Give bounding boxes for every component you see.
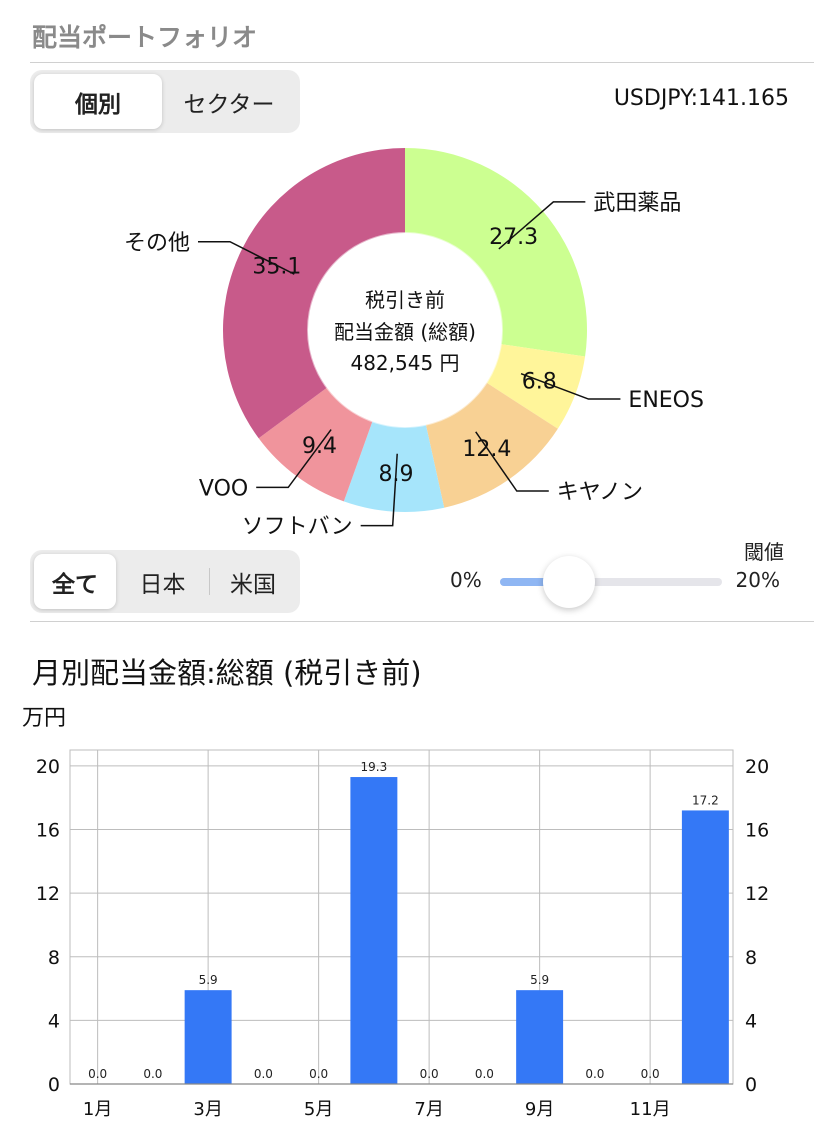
y-tick-label-right: 0 xyxy=(745,1074,757,1096)
bar-value-label: 0.0 xyxy=(475,1067,494,1081)
donut-hole xyxy=(316,241,494,419)
slice-softbank[interactable] xyxy=(343,421,445,512)
category-label-takeda: 武田薬品 xyxy=(593,191,681,216)
threshold-label: 閾値 xyxy=(744,540,784,564)
y-tick-label-right: 20 xyxy=(745,756,769,778)
divider xyxy=(30,621,814,622)
y-tick-label-left: 16 xyxy=(36,820,60,842)
bar-value-label: 0.0 xyxy=(641,1067,660,1081)
category-label-voo: VOO xyxy=(199,476,248,501)
slice-label-canon: 12.4 xyxy=(462,437,511,462)
y-tick-label-right: 16 xyxy=(745,820,769,842)
monthly-dividend-bar-chart: 0 0 4 4 8 8 12 12 16 16 20 20 1月 3月 5月 7月 9月 11月 0.0 0.0 5.9… xyxy=(36,749,769,1120)
threshold-control: 閾値 0% 20% xyxy=(440,536,800,616)
plot-area xyxy=(69,749,734,1085)
y-tick-label-right: 12 xyxy=(745,883,769,905)
y-tick-label-left: 4 xyxy=(48,1010,60,1032)
threshold-slider[interactable] xyxy=(500,556,722,608)
section-title: 配当ポートフォリオ xyxy=(32,23,258,52)
slice-canon[interactable] xyxy=(425,382,558,508)
slice-takeda[interactable] xyxy=(405,148,587,357)
leader-line xyxy=(256,429,332,489)
leader-line xyxy=(498,201,586,250)
bar-value-label: 5.9 xyxy=(199,973,218,987)
y-tick-label-left: 0 xyxy=(48,1074,60,1096)
slice-label-takeda: 27.3 xyxy=(489,225,538,250)
category-label-canon: キヤノン xyxy=(557,480,643,505)
threshold-slider-fill xyxy=(500,578,569,586)
slice-voo[interactable] xyxy=(258,387,373,502)
leader-line xyxy=(475,431,549,492)
y-tick-label-right: 8 xyxy=(745,947,757,969)
slice-label-voo: 9.4 xyxy=(302,434,337,459)
donut-center-subcaption: 配当金額 (総額) xyxy=(334,320,476,344)
exchange-rate: USDJPY:141.165 xyxy=(613,86,789,111)
x-tick-label: 11月 xyxy=(630,1099,671,1120)
segment-separator xyxy=(209,567,210,596)
y-tick-label-left: 20 xyxy=(36,756,60,778)
leader-line xyxy=(197,241,295,275)
bar-value-label: 19.3 xyxy=(361,760,388,774)
view-tab-sector[interactable]: セクター xyxy=(183,91,275,118)
divider xyxy=(30,62,814,63)
slice-label-other: 35.1 xyxy=(252,254,301,279)
leader-line xyxy=(360,453,398,527)
y-tick-label-left: 12 xyxy=(36,883,60,905)
x-tick-label: 3月 xyxy=(193,1099,222,1120)
donut-center-caption: 税引き前 xyxy=(365,288,445,312)
bar-value-label: 5.9 xyxy=(530,973,549,987)
bar-value-label: 0.0 xyxy=(88,1067,107,1081)
donut-inner-ring xyxy=(307,232,503,428)
slice-eneos[interactable] xyxy=(486,344,586,429)
category-label-softbank: ソフトバン xyxy=(242,515,353,540)
bar[interactable] xyxy=(350,777,398,1084)
threshold-max-label: 20% xyxy=(735,568,780,592)
region-filter: 全て 日本 米国 xyxy=(30,550,300,613)
slice-label-eneos: 6.8 xyxy=(522,370,557,395)
bar-value-label: 17.2 xyxy=(692,793,719,807)
bar-chart-title: 月別配当金額:総額 (税引き前) xyxy=(32,656,422,690)
bar-value-label: 0.0 xyxy=(420,1067,439,1081)
bar-value-label: 0.0 xyxy=(143,1067,162,1081)
threshold-min-label: 0% xyxy=(450,568,482,592)
y-axis-unit: 万円 xyxy=(22,706,67,731)
region-tab-all[interactable]: 全て xyxy=(34,554,116,609)
bar-value-label: 0.0 xyxy=(309,1067,328,1081)
donut-center-total: 482,545 円 xyxy=(350,351,459,375)
bar[interactable] xyxy=(516,990,564,1084)
y-tick-label-left: 8 xyxy=(48,947,60,969)
region-tab-us[interactable]: 米国 xyxy=(230,571,276,598)
view-tab-individual[interactable]: 個別 xyxy=(34,74,162,129)
bar[interactable] xyxy=(681,810,729,1084)
slice-other[interactable] xyxy=(223,148,405,439)
region-tab-japan[interactable]: 日本 xyxy=(139,571,186,598)
x-tick-label: 1月 xyxy=(83,1099,112,1120)
bar-value-label: 0.0 xyxy=(585,1067,604,1081)
x-tick-label: 9月 xyxy=(525,1099,554,1120)
threshold-slider-thumb[interactable] xyxy=(542,556,595,608)
leader-line xyxy=(520,372,621,400)
y-tick-label-right: 4 xyxy=(745,1010,757,1032)
x-tick-label: 5月 xyxy=(304,1099,333,1120)
category-label-other: その他 xyxy=(124,231,190,256)
bar[interactable] xyxy=(184,990,232,1084)
bar-value-label: 0.0 xyxy=(254,1067,273,1081)
category-label-eneos: ENEOS xyxy=(628,388,704,413)
x-tick-label: 7月 xyxy=(414,1099,443,1120)
view-toggle: 個別 セクター xyxy=(30,70,300,133)
